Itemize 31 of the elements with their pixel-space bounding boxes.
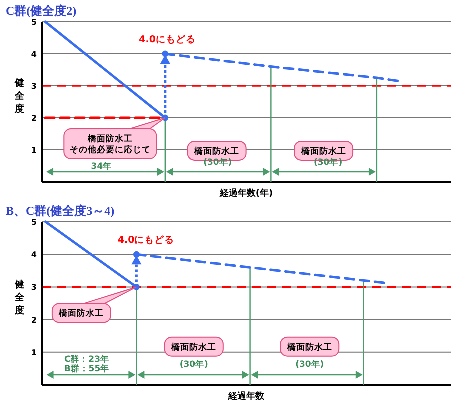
annotation: 橋面防水工 [194,146,240,157]
y-tick-label: 1 [31,348,38,358]
y-axis-title: 健全度 [14,77,26,115]
annotation: (30年) [204,157,232,168]
y-tick-label: 5 [31,218,38,227]
y-tick-label: 3 [31,82,37,91]
annotation: 橋面防水工その他必要に応じて [70,134,151,156]
y-tick-label: 5 [31,18,38,27]
annotation: (30年) [296,359,324,370]
y-tick-label: 4 [31,50,38,59]
annotation: (30年) [180,359,209,370]
annotation: 橋面防水工 [170,342,217,353]
x-axis-title: 経過年数 [228,391,266,402]
annotation: 橋面防水工 [286,342,332,353]
y-tick-label: 2 [31,316,37,325]
annotation: (30年) [314,157,343,168]
x-axis-title: 経過年数(年) [218,188,274,199]
annotation: 34年 [91,161,112,172]
annotation: B群：55年 [64,364,110,375]
y-tick-label: 3 [31,283,37,292]
annotation: 4.0にもどる [118,234,175,246]
y-tick-label: 2 [31,114,37,123]
y-axis-title: 健全度 [14,278,26,316]
y-tick-label: 1 [31,146,38,155]
annotation: 4.0にもどる [139,34,196,46]
annotation: 橋面防水工 [58,308,104,320]
y-tick-label: 4 [31,250,38,260]
annotation: C群：23年 [64,354,110,365]
chart-title: C群(健全度2) [6,4,77,18]
chart-title: B、C群(健全度3～4) [6,204,115,218]
annotation: 橋面防水工 [300,146,346,157]
